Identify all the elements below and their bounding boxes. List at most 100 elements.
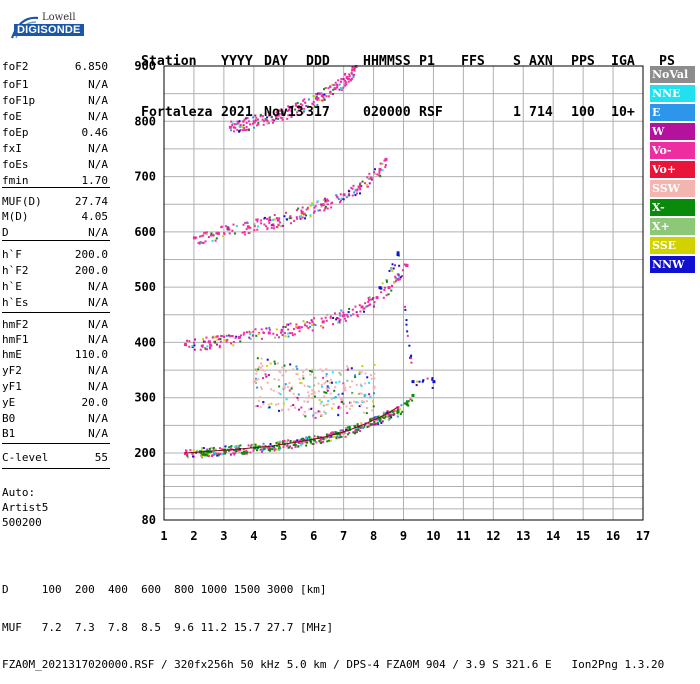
- echo-point: [379, 162, 382, 165]
- echo-point: [239, 334, 242, 337]
- echo-point: [398, 278, 401, 281]
- echo-point: [201, 447, 204, 450]
- echo-point: [279, 440, 282, 443]
- echo-point: [341, 87, 344, 90]
- echo-point: [325, 319, 328, 322]
- echo-point: [397, 275, 400, 278]
- echo-point: [232, 449, 235, 452]
- x-tick-label: 5: [280, 529, 287, 543]
- echo-point: [382, 416, 385, 419]
- echo-point: [323, 88, 326, 91]
- echo-point: [294, 396, 297, 399]
- echo-point: [264, 446, 267, 449]
- echo-point: [325, 368, 328, 371]
- echo-point: [388, 414, 391, 417]
- echo-point: [354, 188, 357, 191]
- echo-point: [392, 410, 395, 413]
- echo-point: [381, 420, 384, 423]
- echo-point: [204, 232, 207, 235]
- echo-point: [197, 241, 200, 244]
- echo-point: [348, 193, 351, 196]
- echo-point: [312, 100, 315, 103]
- echo-point: [281, 441, 284, 444]
- echo-point: [347, 78, 350, 81]
- echo-point: [354, 376, 357, 379]
- echo-point: [255, 379, 258, 382]
- echo-point: [294, 440, 297, 443]
- echo-point: [394, 410, 397, 413]
- echo-point: [270, 116, 273, 119]
- echo-point: [335, 318, 338, 321]
- param-foes: foEs N/A: [2, 158, 108, 173]
- echo-point: [350, 367, 353, 370]
- echo-point: [309, 204, 312, 207]
- echo-point: [279, 371, 282, 374]
- echo-point: [372, 423, 375, 426]
- echo-point: [372, 296, 375, 299]
- echo-point: [292, 392, 295, 395]
- echo-point: [233, 453, 236, 456]
- echo-point: [229, 447, 232, 450]
- echo-point: [303, 384, 306, 387]
- param-value: N/A: [88, 158, 108, 171]
- echo-point: [310, 370, 313, 373]
- auto-label: Auto:: [2, 486, 36, 499]
- legend-w: W: [650, 123, 695, 140]
- echo-point: [340, 435, 343, 438]
- echo-point: [407, 400, 410, 403]
- echo-point: [373, 172, 376, 175]
- param-label: yF1: [2, 380, 22, 393]
- x-tick-label: 1: [160, 529, 167, 543]
- echo-point: [232, 130, 235, 133]
- echo-point: [214, 239, 217, 242]
- echo-point: [205, 233, 208, 236]
- echo-point: [219, 338, 222, 341]
- echo-point: [266, 358, 269, 361]
- echo-point: [188, 340, 191, 343]
- echo-point: [234, 452, 237, 455]
- echo-point: [318, 410, 321, 413]
- echo-point: [387, 419, 390, 422]
- echo-point: [404, 305, 407, 308]
- echo-point: [217, 452, 220, 455]
- echo-point: [257, 121, 260, 124]
- echo-point: [328, 433, 331, 436]
- echo-point: [353, 69, 356, 72]
- param-value: N/A: [88, 412, 108, 425]
- echo-point: [235, 450, 238, 453]
- y-tick-label: 200: [134, 446, 156, 460]
- echo-point: [356, 428, 359, 431]
- echo-point: [208, 449, 211, 452]
- echo-point: [255, 382, 258, 385]
- param-label: h`F2: [2, 264, 29, 277]
- echo-point: [215, 232, 218, 235]
- echo-point: [289, 440, 292, 443]
- echo-point: [381, 282, 384, 285]
- echo-point: [310, 319, 313, 322]
- header-value-1: 2021: [221, 105, 253, 120]
- trace-point: [384, 157, 388, 161]
- trace-point: [207, 340, 211, 344]
- echo-point: [390, 268, 393, 271]
- echo-point: [239, 123, 242, 126]
- echo-point: [320, 325, 323, 328]
- echo-point: [235, 225, 238, 228]
- echo-point: [338, 88, 341, 91]
- param-value: 55: [94, 451, 108, 464]
- echo-point: [299, 103, 302, 106]
- param-b1: B1 N/A: [2, 427, 108, 442]
- echo-point: [215, 343, 218, 346]
- echo-point: [322, 437, 325, 440]
- echo-point: [373, 372, 376, 375]
- echo-point: [353, 425, 356, 428]
- echo-point: [318, 440, 321, 443]
- echo-point: [380, 421, 383, 424]
- param-hf: h`F 200.0: [2, 248, 108, 263]
- echo-point: [252, 449, 255, 452]
- echo-point: [329, 315, 332, 318]
- echo-point: [346, 433, 349, 436]
- echo-point: [351, 404, 354, 407]
- param-value: 20.0: [81, 396, 109, 409]
- echo-point: [204, 340, 207, 343]
- echo-point: [360, 371, 363, 374]
